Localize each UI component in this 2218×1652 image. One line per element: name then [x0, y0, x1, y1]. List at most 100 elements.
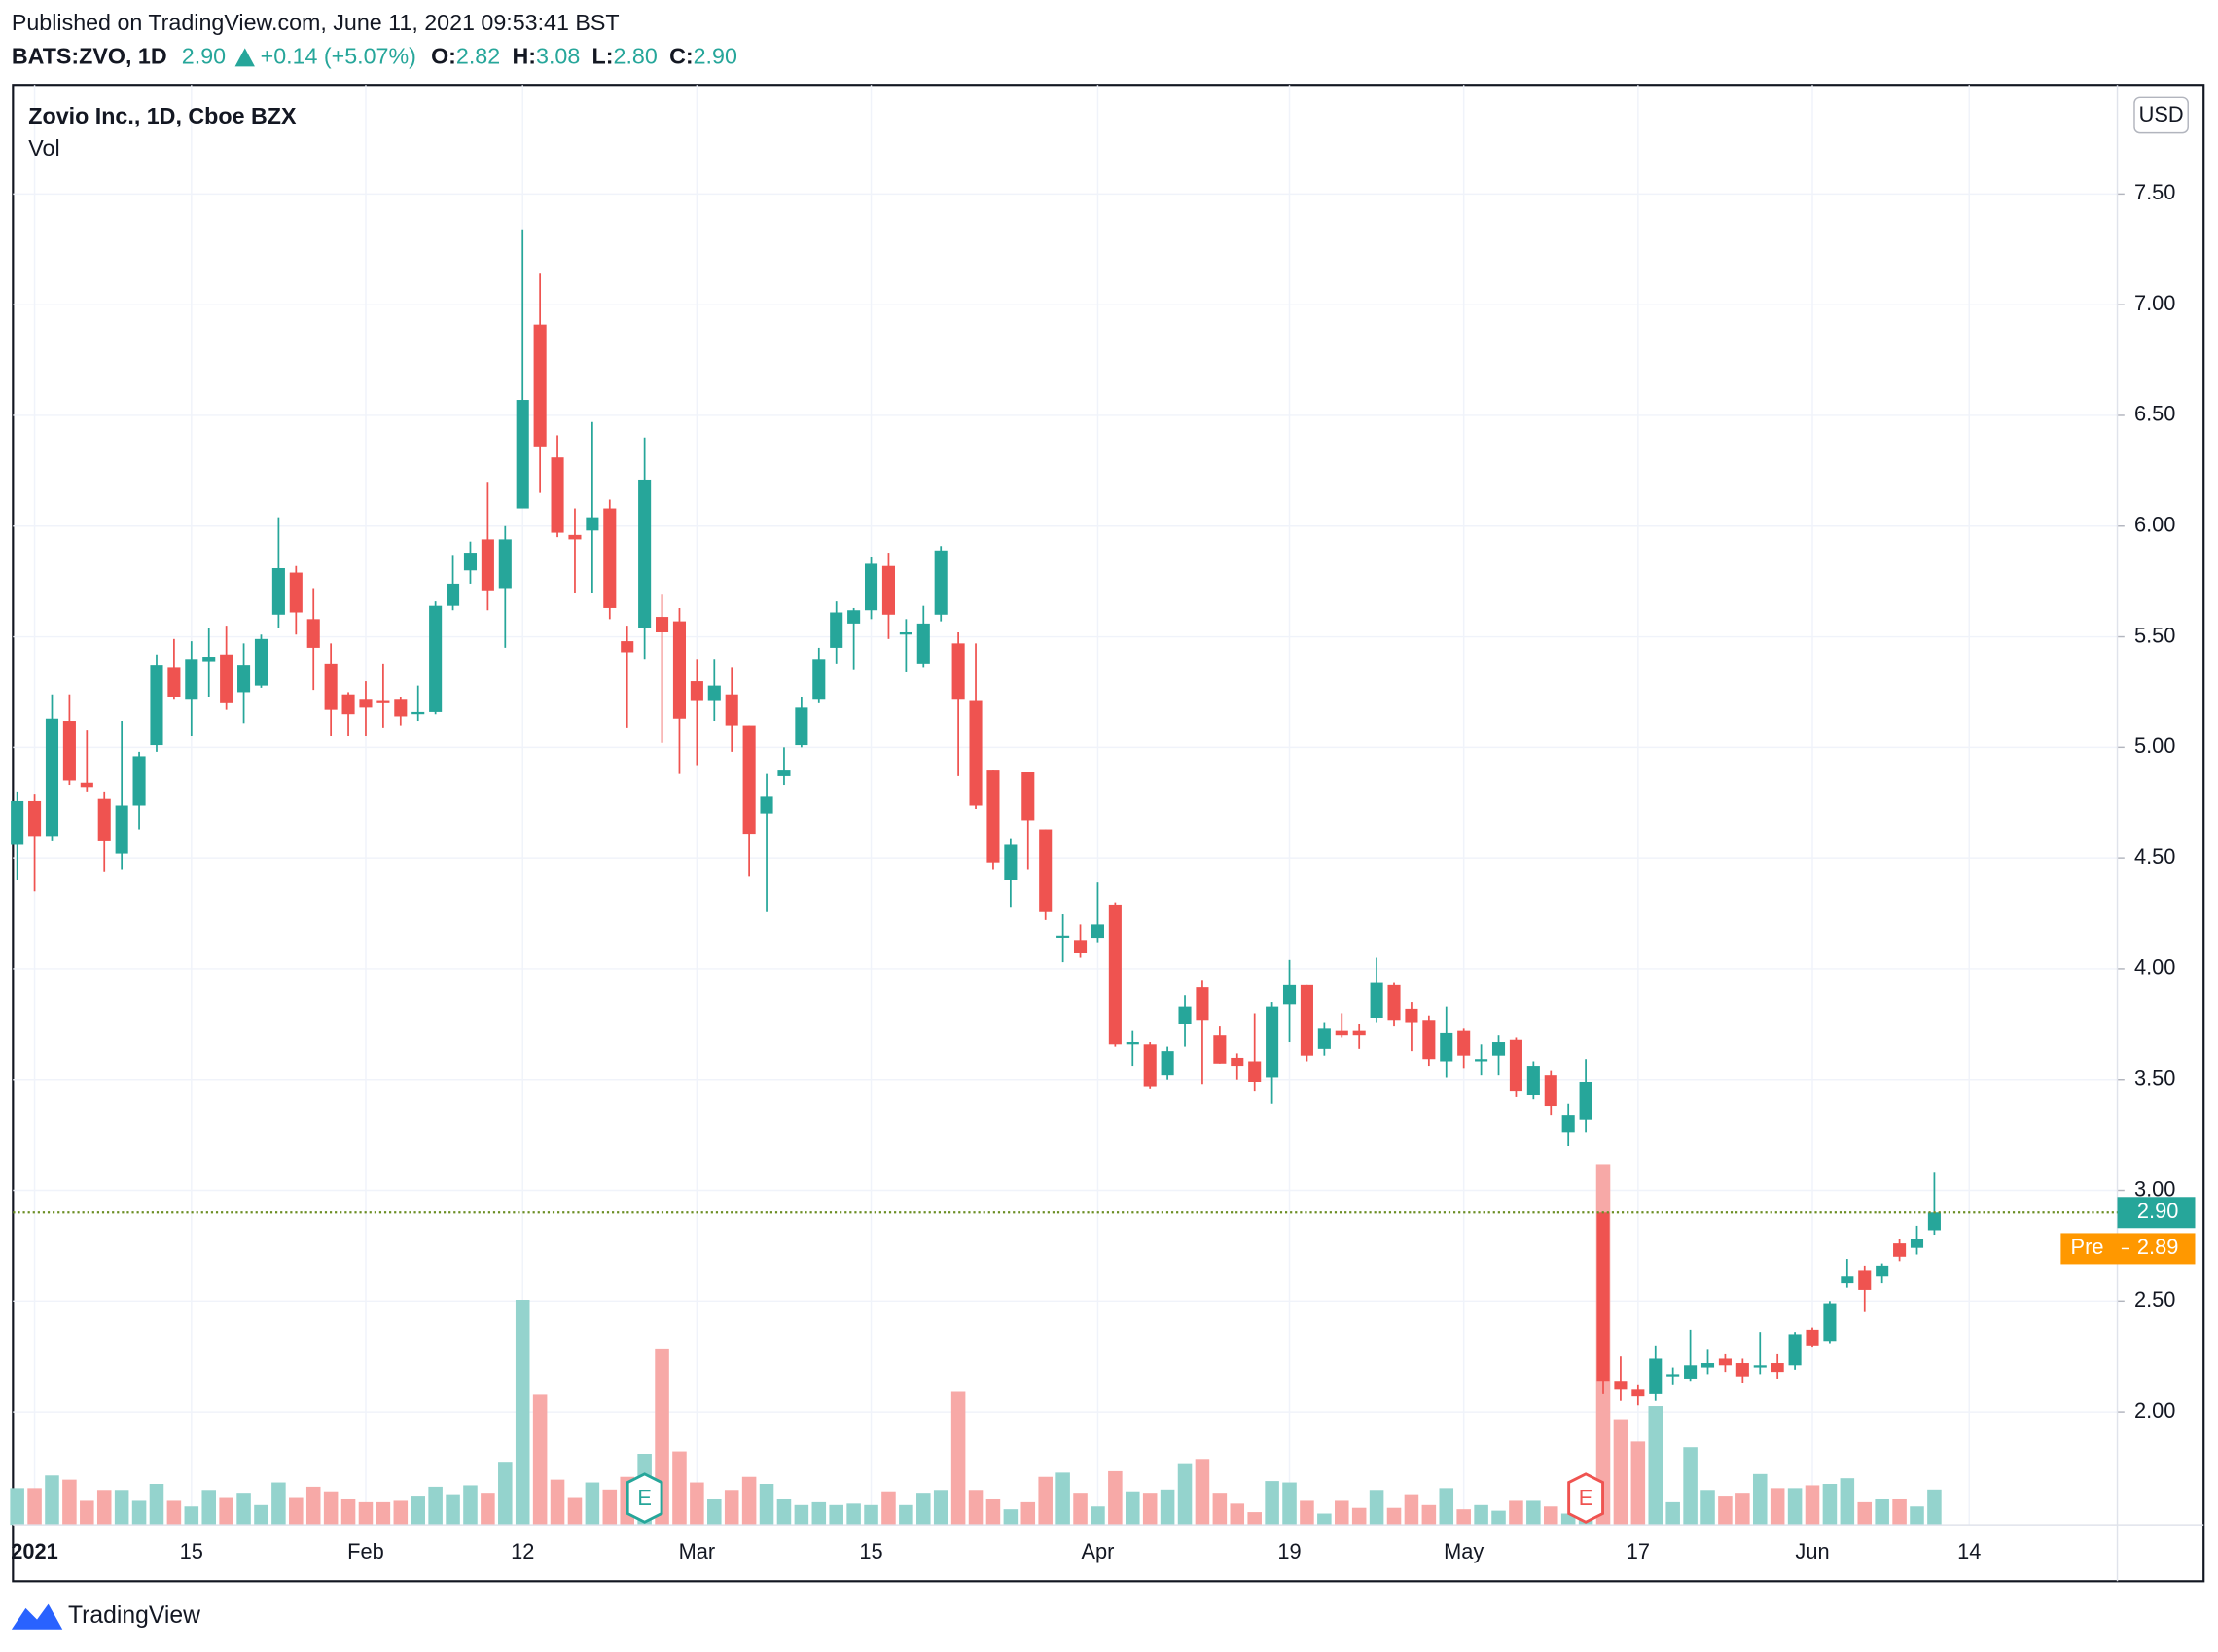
- volume-bar: [1787, 1488, 1803, 1526]
- x-tick-label: May: [1444, 1539, 1484, 1563]
- volume-bar: [463, 1485, 478, 1526]
- candle-body: [220, 654, 233, 703]
- currency-box[interactable]: [2133, 96, 2189, 134]
- candle-body: [1910, 1239, 1924, 1248]
- candle-body: [1700, 1363, 1715, 1368]
- volume-bar: [1230, 1503, 1245, 1526]
- candle-body: [760, 796, 773, 814]
- candle-body: [1108, 904, 1122, 1045]
- candle-body: [411, 711, 425, 715]
- candles: [11, 229, 1941, 1406]
- volume-bar: [131, 1500, 147, 1526]
- volume-bar: [532, 1394, 548, 1526]
- y-tick-label: 7.00: [2134, 291, 2175, 315]
- premarket-label: 2.89: [2137, 1235, 2178, 1259]
- x-tick-label: 19: [1277, 1539, 1301, 1563]
- currency[interactable]: USD: [2139, 102, 2184, 126]
- candle-body: [934, 550, 948, 615]
- h-value: 3.08: [536, 44, 580, 69]
- volume-bar: [1108, 1470, 1123, 1526]
- volume-bar: [1282, 1482, 1297, 1526]
- candle-body: [707, 685, 721, 701]
- y-tick-label: 3.50: [2134, 1065, 2175, 1090]
- x-tick-label: 2021: [11, 1539, 57, 1563]
- candle-body: [1684, 1365, 1698, 1379]
- volume-bar: [1300, 1500, 1314, 1526]
- volume-bar: [1875, 1498, 1889, 1526]
- candle-body: [986, 770, 1000, 863]
- volume-bar: [585, 1482, 600, 1526]
- overlays: E E 2.90 Pre 2.89: [13, 1197, 2196, 1524]
- earnings-label: E: [637, 1486, 652, 1510]
- volume-bar: [1474, 1504, 1488, 1526]
- candle-body: [638, 479, 652, 628]
- l-value: 2.80: [614, 44, 658, 69]
- volume-bar: [1003, 1509, 1019, 1526]
- volume-bar: [1630, 1441, 1646, 1526]
- candle-body: [376, 700, 390, 703]
- volume-bar: [1404, 1494, 1419, 1526]
- x-tick-label: 17: [1627, 1539, 1650, 1563]
- candle-body: [1422, 1020, 1436, 1060]
- candle-body: [1370, 982, 1383, 1018]
- volume-bar: [672, 1451, 687, 1526]
- volume-bar: [1770, 1488, 1785, 1526]
- h-label: H:: [512, 44, 536, 69]
- candle-body: [1544, 1075, 1557, 1107]
- volume-bar: [393, 1500, 409, 1526]
- volume-bar: [933, 1490, 948, 1526]
- candle-body: [324, 663, 338, 710]
- candle-body: [516, 400, 529, 509]
- candle-body: [1282, 984, 1297, 1005]
- candle-body: [777, 770, 791, 776]
- candle-body: [551, 457, 564, 533]
- published: Published on TradingView.com, June 11, 2…: [12, 10, 620, 35]
- volume-bar: [776, 1498, 792, 1526]
- candle-body: [1823, 1303, 1837, 1342]
- y-tick-label: 4.50: [2134, 844, 2175, 869]
- volume-bar: [254, 1504, 268, 1526]
- volume-bar: [950, 1391, 966, 1526]
- x-tick-label: 12: [511, 1539, 534, 1563]
- candle-body: [202, 657, 216, 662]
- candle-body: [1876, 1265, 1889, 1277]
- candle-body: [1143, 1044, 1157, 1087]
- volume-bar: [1526, 1500, 1541, 1526]
- candle-body: [656, 617, 669, 632]
- candle-body: [1352, 1030, 1366, 1036]
- volume-bar: [1195, 1459, 1210, 1526]
- candle-body: [1317, 1028, 1331, 1049]
- volume-bar: [1247, 1512, 1262, 1526]
- volume-bar: [45, 1475, 59, 1526]
- volume-bar: [149, 1484, 164, 1526]
- volume-bar: [1055, 1472, 1070, 1526]
- candle-body: [1073, 940, 1088, 953]
- earnings-badge: [626, 1472, 663, 1524]
- l-label: L:: [592, 44, 614, 69]
- c-label: C:: [669, 44, 694, 69]
- volume-bar: [1560, 1513, 1576, 1526]
- volume-bar: [1857, 1501, 1873, 1526]
- candle-body: [28, 800, 42, 837]
- volume-bar: [550, 1479, 565, 1526]
- candle-body: [1231, 1057, 1244, 1067]
- volume-bar: [1491, 1510, 1506, 1526]
- candle-body: [1491, 1042, 1506, 1056]
- candle-body: [447, 583, 460, 606]
- y-tick-label: 4.00: [2134, 955, 2175, 980]
- volume-bar: [1038, 1476, 1053, 1526]
- candle-body: [1596, 1212, 1610, 1382]
- grid: [13, 85, 2125, 1526]
- volume-bar: [1073, 1493, 1088, 1526]
- volume-bar: [846, 1503, 861, 1526]
- y-tick-label: 5.00: [2134, 734, 2175, 758]
- volume-bar: [10, 1488, 24, 1526]
- candle-body: [237, 665, 251, 693]
- x-tick-label: Jun: [1795, 1539, 1829, 1563]
- candle-body: [1213, 1035, 1227, 1064]
- candle-body: [1405, 1008, 1418, 1023]
- volume-bar: [1456, 1509, 1471, 1526]
- volume-bar: [1160, 1489, 1175, 1526]
- volume-bar: [985, 1498, 1001, 1526]
- volume-bar: [1735, 1493, 1750, 1526]
